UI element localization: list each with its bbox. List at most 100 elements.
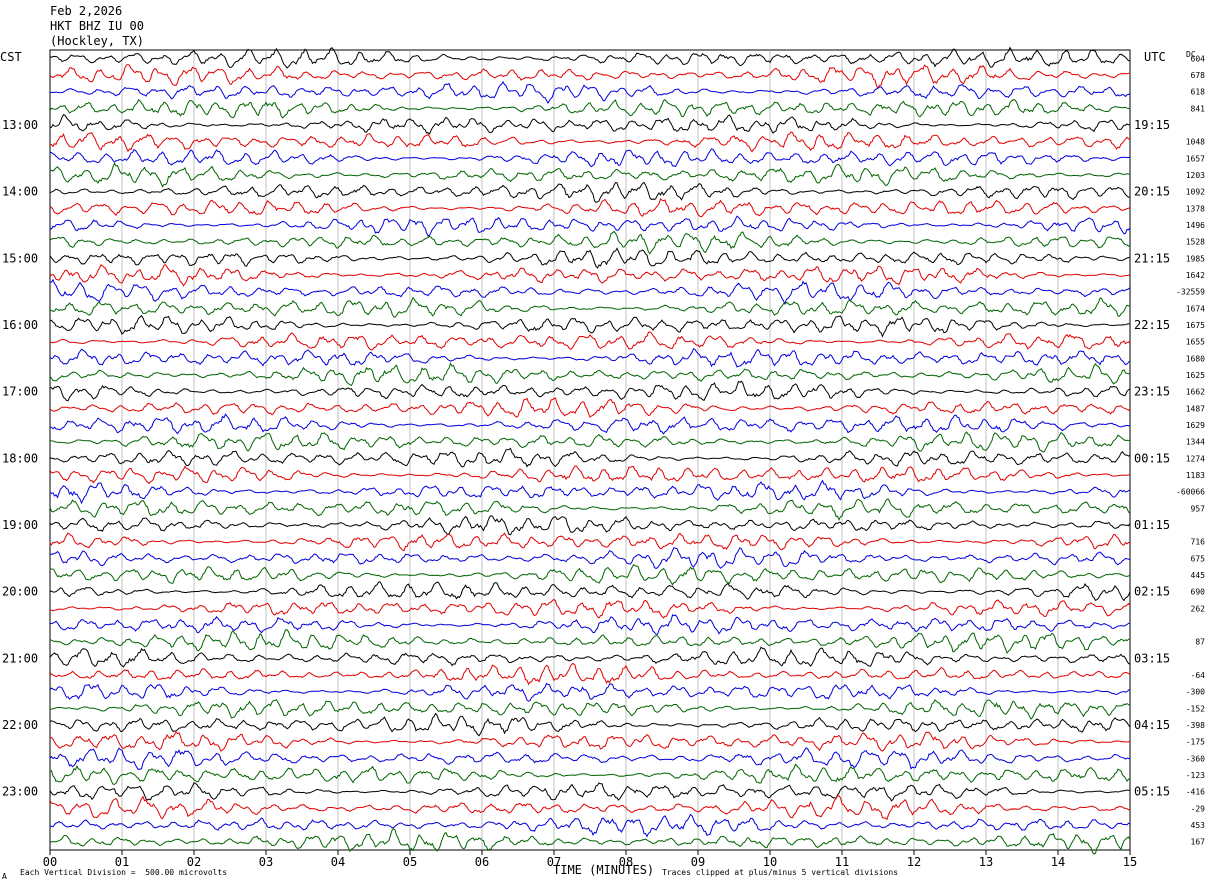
trace-line-4 (49, 99, 1131, 119)
dc-offset-label: 1487 (1186, 404, 1205, 413)
dc-offset-label: 1496 (1186, 221, 1205, 230)
x-tick-label: 13 (979, 855, 993, 869)
left-hour-label: 20:00 (2, 585, 38, 599)
x-tick-label: 05 (403, 855, 417, 869)
dc-offset-label: 1674 (1186, 304, 1205, 313)
left-hour-label: 14:00 (2, 185, 38, 199)
left-hour-label: 18:00 (2, 451, 38, 465)
trace-line-18 (49, 331, 1131, 351)
trace-line-46 (49, 795, 1131, 821)
dc-offset-label: 1642 (1186, 271, 1205, 280)
dc-offset-label: -360 (1186, 754, 1205, 763)
dc-offset-label: -398 (1186, 721, 1205, 730)
x-tick-label: 04 (331, 855, 345, 869)
trace-line-40 (49, 698, 1131, 720)
left-hour-label: 17:00 (2, 385, 38, 399)
x-tick-label: 08 (619, 855, 633, 869)
right-hour-label: 05:15 (1134, 785, 1170, 799)
trace-line-42 (49, 731, 1131, 752)
trace-line-17 (49, 314, 1131, 338)
trace-line-13 (49, 247, 1131, 269)
dc-offset-label: 716 (1191, 538, 1206, 547)
trace-line-45 (49, 782, 1131, 802)
dc-offset-label: 453 (1191, 821, 1206, 830)
x-axis-label: TIME (MINUTES) (553, 863, 655, 877)
dc-offset-label: 957 (1191, 504, 1206, 513)
trace-line-37 (49, 646, 1131, 668)
dc-offset-label: 678 (1191, 71, 1206, 80)
dc-offset-label: -152 (1186, 704, 1205, 713)
x-tick-label: 10 (763, 855, 777, 869)
dc-offset-label: 1528 (1186, 238, 1205, 247)
trace-line-39 (49, 682, 1131, 702)
trace-line-24 (49, 431, 1131, 453)
trace-line-3 (49, 80, 1131, 104)
trace-line-15 (49, 278, 1131, 305)
trace-line-14 (49, 264, 1131, 287)
trace-line-32 (49, 563, 1131, 586)
dc-offset-label: 690 (1191, 588, 1206, 597)
x-tick-label: 02 (187, 855, 201, 869)
trace-line-26 (49, 465, 1131, 485)
dc-offset-label: 1675 (1186, 321, 1205, 330)
right-hour-label: 03:15 (1134, 651, 1170, 665)
dc-offset-label: -60066 (1176, 488, 1205, 497)
trace-line-7 (49, 148, 1131, 168)
dc-offset-label: -175 (1186, 738, 1205, 747)
right-hour-label: 22:15 (1134, 318, 1170, 332)
trace-line-44 (49, 763, 1131, 785)
trace-line-28 (49, 498, 1131, 522)
dc-offset-label: 1344 (1186, 438, 1205, 447)
trace-line-8 (49, 162, 1131, 188)
x-tick-label: 07 (547, 855, 561, 869)
left-hour-label: 22:00 (2, 718, 38, 732)
trace-line-9 (49, 181, 1131, 203)
dc-offset-label: -32559 (1176, 288, 1205, 297)
dc-offset-label: 841 (1191, 104, 1206, 113)
dc-offset-label: 1203 (1186, 171, 1205, 180)
right-hour-label: 04:15 (1134, 718, 1170, 732)
header-station: HKT BHZ IU 00 (50, 19, 144, 33)
x-tick-label: 14 (1051, 855, 1065, 869)
trace-line-41 (49, 712, 1131, 737)
dc-offset-label: 1378 (1186, 204, 1205, 213)
left-hour-label: 13:00 (2, 118, 38, 132)
x-tick-label: 03 (259, 855, 273, 869)
trace-line-30 (49, 532, 1131, 552)
trace-line-2 (49, 63, 1131, 90)
trace-line-29 (49, 515, 1131, 536)
left-hour-label: 15:00 (2, 251, 38, 265)
dc-offset-label: 1183 (1186, 471, 1205, 480)
dc-offset-label: 1662 (1186, 388, 1205, 397)
dc-offset-label: 1625 (1186, 371, 1205, 380)
dc-offset-label: 1655 (1186, 338, 1205, 347)
dc-header: DC (1186, 50, 1196, 59)
x-tick-label: 09 (691, 855, 705, 869)
dc-offset-label: 1657 (1186, 154, 1205, 163)
dc-offset-label: -64 (1191, 671, 1206, 680)
dc-offset-label: -29 (1191, 804, 1206, 813)
trace-line-6 (49, 131, 1131, 153)
dc-offset-label: 1274 (1186, 454, 1205, 463)
trace-line-22 (49, 397, 1131, 418)
right-axis-title: UTC (1144, 50, 1166, 64)
left-hour-label: 23:00 (2, 785, 38, 799)
trace-line-10 (49, 198, 1131, 218)
dc-offset-label: 167 (1191, 838, 1206, 847)
dc-offset-label: 1048 (1186, 138, 1205, 147)
dc-offset-label: -123 (1186, 771, 1205, 780)
right-hour-label: 19:15 (1134, 118, 1170, 132)
left-axis-title: CST (0, 50, 22, 64)
dc-offset-label: 1092 (1186, 188, 1205, 197)
header-date: Feb 2,2026 (50, 4, 123, 18)
trace-line-12 (49, 230, 1131, 255)
trace-line-43 (49, 747, 1131, 771)
trace-line-25 (49, 447, 1131, 468)
dc-offset-label: 1629 (1186, 421, 1205, 430)
right-hour-label: 00:15 (1134, 451, 1170, 465)
x-tick-label: 00 (43, 855, 57, 869)
trace-line-11 (49, 215, 1131, 237)
dc-offset-label: -300 (1186, 688, 1205, 697)
plot-frame (49, 49, 1131, 851)
right-hour-label: 23:15 (1134, 385, 1170, 399)
